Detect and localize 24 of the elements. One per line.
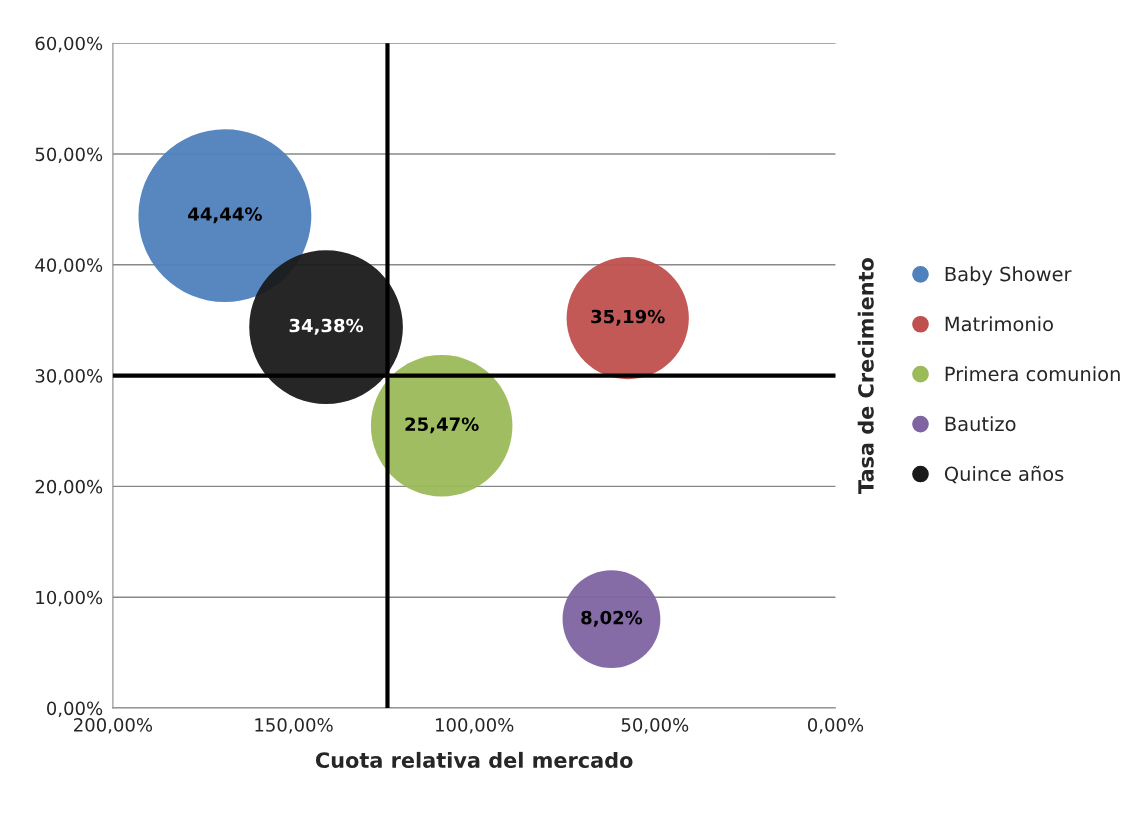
x-tick-label: 50,00% <box>621 718 689 734</box>
legend-label: Primera comunion <box>945 366 1120 382</box>
y-tick-label: 10,00% <box>36 590 103 607</box>
x-axis-title: Cuota relativa del mercado <box>315 751 633 768</box>
y-tick-label: 20,00% <box>35 479 103 496</box>
y-tick-label: 40,00% <box>35 258 103 274</box>
legend-label: Quince años <box>944 465 1064 484</box>
legend-label: Baby Shower <box>945 266 1072 286</box>
x-tick-label: 200,00% <box>74 718 153 734</box>
data-label: 34,38% <box>289 318 364 335</box>
y-tick-label: 60,00% <box>35 36 103 53</box>
x-tick-label: 150,00% <box>255 718 333 734</box>
x-tick-label: 100,00% <box>436 718 514 734</box>
y-axis-title: Tasa de Crecimiento <box>857 258 874 494</box>
data-label: 44,44% <box>188 207 262 224</box>
y-tick-label: 50,00% <box>35 147 103 163</box>
data-label: 8,02% <box>581 610 643 627</box>
data-label: 35,19% <box>591 309 665 326</box>
x-tick-label: 0,00% <box>807 718 864 734</box>
data-label: 25,47% <box>405 417 479 434</box>
y-tick-label: 30,00% <box>35 369 103 385</box>
y-tick-label: 0,00% <box>47 701 103 717</box>
legend-label: Matrimonio <box>945 316 1053 332</box>
legend-label: Bautizo <box>945 416 1016 432</box>
